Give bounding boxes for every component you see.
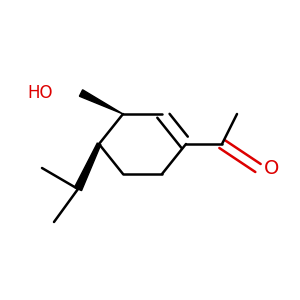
- Polygon shape: [80, 90, 123, 114]
- Text: O: O: [263, 158, 279, 178]
- Text: HO: HO: [27, 84, 52, 102]
- Polygon shape: [74, 143, 101, 190]
